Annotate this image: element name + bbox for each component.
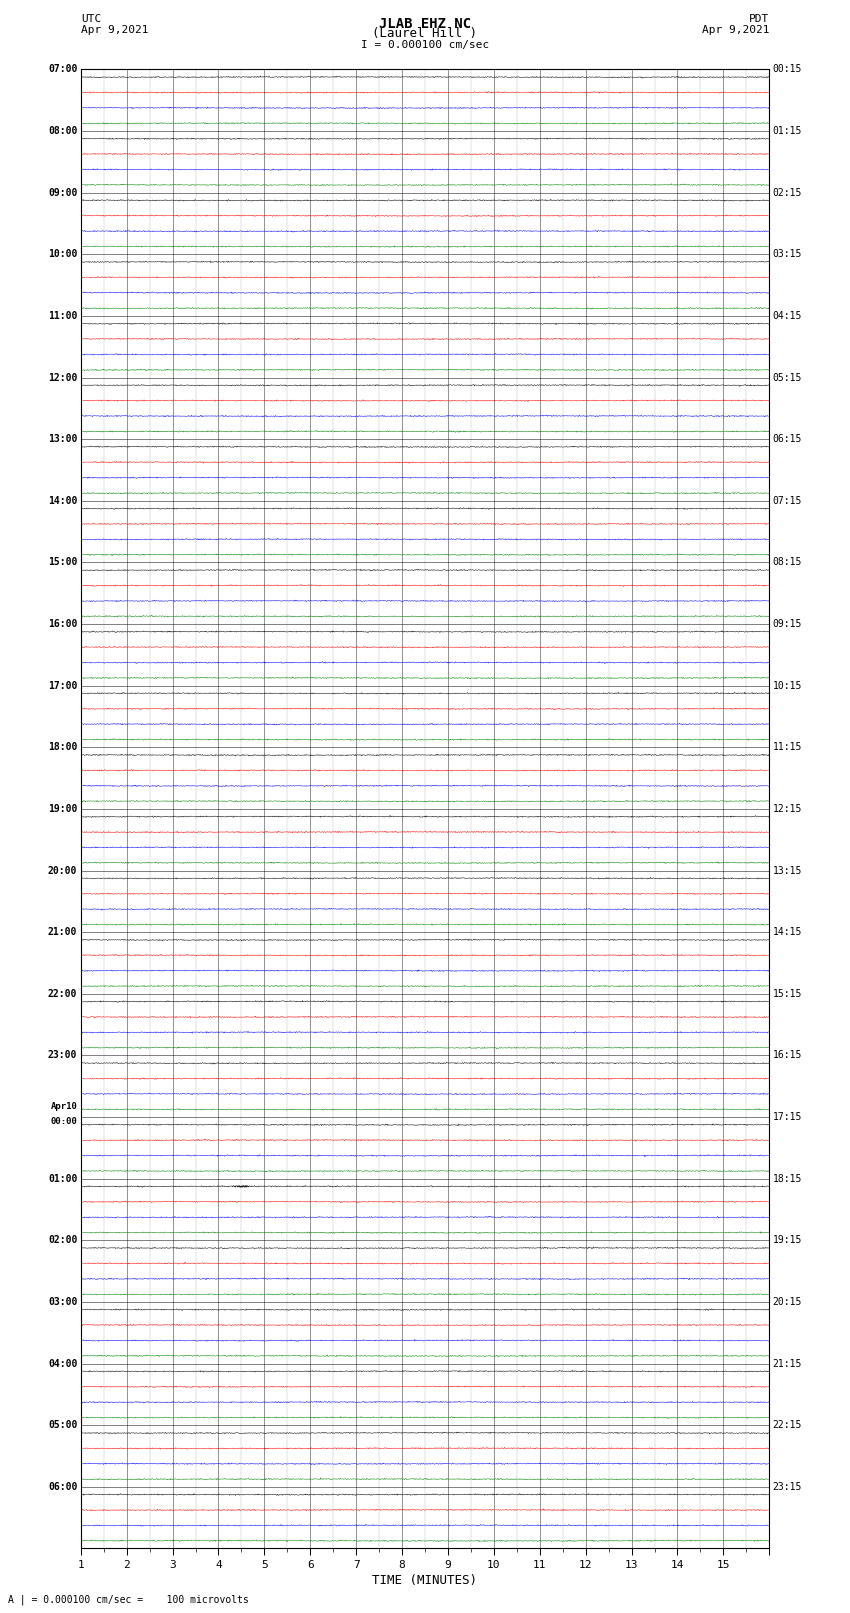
Text: 18:00: 18:00 (48, 742, 77, 752)
Text: 03:00: 03:00 (48, 1297, 77, 1307)
Text: 05:15: 05:15 (773, 373, 802, 382)
Text: PDT: PDT (749, 15, 769, 24)
Text: 17:15: 17:15 (773, 1111, 802, 1123)
Text: Apr10: Apr10 (50, 1102, 77, 1111)
Text: 06:00: 06:00 (48, 1482, 77, 1492)
Text: 08:00: 08:00 (48, 126, 77, 135)
Text: (Laurel Hill ): (Laurel Hill ) (372, 27, 478, 40)
Text: 11:00: 11:00 (48, 311, 77, 321)
Text: 02:00: 02:00 (48, 1236, 77, 1245)
Text: 13:00: 13:00 (48, 434, 77, 444)
Text: 11:15: 11:15 (773, 742, 802, 752)
Text: 20:15: 20:15 (773, 1297, 802, 1307)
Text: 06:15: 06:15 (773, 434, 802, 444)
Text: 21:00: 21:00 (48, 927, 77, 937)
Text: 08:15: 08:15 (773, 558, 802, 568)
Text: 18:15: 18:15 (773, 1174, 802, 1184)
Text: 03:15: 03:15 (773, 250, 802, 260)
Text: 09:15: 09:15 (773, 619, 802, 629)
Text: 16:15: 16:15 (773, 1050, 802, 1060)
Text: 00:00: 00:00 (50, 1118, 77, 1126)
Text: 05:00: 05:00 (48, 1419, 77, 1431)
Text: 15:00: 15:00 (48, 558, 77, 568)
Text: 12:15: 12:15 (773, 803, 802, 815)
Text: Apr 9,2021: Apr 9,2021 (81, 26, 148, 35)
Text: 13:15: 13:15 (773, 866, 802, 876)
Text: Apr 9,2021: Apr 9,2021 (702, 26, 769, 35)
Text: 07:00: 07:00 (48, 65, 77, 74)
Text: 10:15: 10:15 (773, 681, 802, 690)
Text: I = 0.000100 cm/sec: I = 0.000100 cm/sec (361, 40, 489, 50)
Text: 15:15: 15:15 (773, 989, 802, 998)
Text: 01:15: 01:15 (773, 126, 802, 135)
Text: 02:15: 02:15 (773, 187, 802, 198)
Text: 22:00: 22:00 (48, 989, 77, 998)
Text: 07:15: 07:15 (773, 495, 802, 506)
Text: 04:00: 04:00 (48, 1358, 77, 1368)
Text: 21:15: 21:15 (773, 1358, 802, 1368)
Text: 12:00: 12:00 (48, 373, 77, 382)
Text: 23:15: 23:15 (773, 1482, 802, 1492)
Text: 10:00: 10:00 (48, 250, 77, 260)
Text: 09:00: 09:00 (48, 187, 77, 198)
Text: 19:15: 19:15 (773, 1236, 802, 1245)
Text: 14:00: 14:00 (48, 495, 77, 506)
Text: 20:00: 20:00 (48, 866, 77, 876)
Text: JLAB EHZ NC: JLAB EHZ NC (379, 16, 471, 31)
Text: 04:15: 04:15 (773, 311, 802, 321)
Text: A | = 0.000100 cm/sec =    100 microvolts: A | = 0.000100 cm/sec = 100 microvolts (8, 1594, 249, 1605)
Text: 22:15: 22:15 (773, 1419, 802, 1431)
Text: UTC: UTC (81, 15, 101, 24)
Text: 14:15: 14:15 (773, 927, 802, 937)
X-axis label: TIME (MINUTES): TIME (MINUTES) (372, 1574, 478, 1587)
Text: 19:00: 19:00 (48, 803, 77, 815)
Text: 16:00: 16:00 (48, 619, 77, 629)
Text: 01:00: 01:00 (48, 1174, 77, 1184)
Text: 17:00: 17:00 (48, 681, 77, 690)
Text: 23:00: 23:00 (48, 1050, 77, 1060)
Text: 00:15: 00:15 (773, 65, 802, 74)
